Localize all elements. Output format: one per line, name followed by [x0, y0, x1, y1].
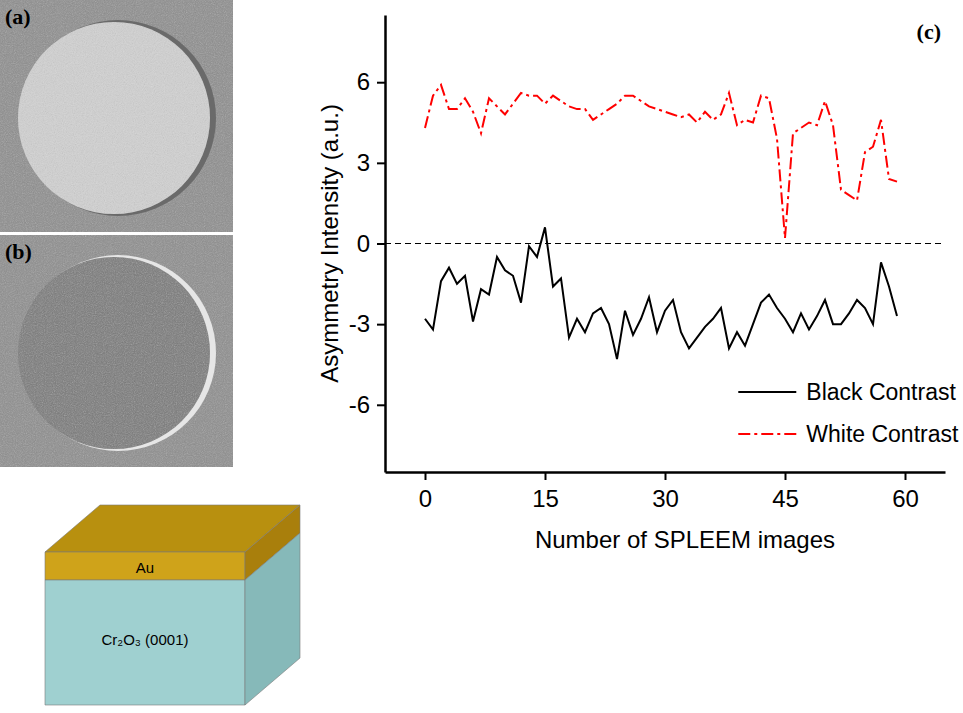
tick-mark: [377, 243, 385, 245]
tick: 3: [357, 149, 385, 176]
x-axis-title: Number of SPLEEM images: [535, 526, 835, 553]
chart: 0 15 30 45 60 -6 -3 0 3 6 Number of SPLEEM images A…: [316, 16, 959, 554]
tick-label: 45: [772, 485, 799, 512]
tick-mark: [377, 324, 385, 326]
substrate-front: [45, 580, 245, 705]
tick-label: 60: [892, 485, 919, 512]
series-line: [425, 85, 897, 238]
x-axis: 0 15 30 45 60: [386, 472, 946, 512]
tick-label: 15: [532, 485, 559, 512]
y-axis: -6 -3 0 3 6: [349, 16, 386, 473]
series-line: [425, 227, 897, 359]
image-panel: (b): [0, 235, 233, 467]
legend-swatch: [738, 433, 796, 435]
tick: 0: [357, 230, 385, 257]
legend-label: Black Contrast: [806, 379, 956, 405]
tick-label: 3: [357, 149, 370, 176]
tick-mark: [377, 162, 385, 164]
tick: 6: [357, 68, 385, 95]
reference-line: [385, 243, 945, 244]
tick-mark: [377, 404, 385, 406]
plot-area: [385, 85, 945, 359]
tick-mark: [785, 472, 787, 480]
image-disk: [18, 22, 210, 214]
tick: 30: [652, 472, 679, 512]
tick-label: 6: [357, 68, 370, 95]
image-panel: (a): [0, 0, 233, 232]
tick: -6: [349, 391, 385, 418]
legend-swatch: [738, 391, 796, 393]
panel-label: (a): [5, 4, 31, 29]
image-disk: [18, 257, 210, 449]
tick-label: 0: [357, 230, 370, 257]
legend: Black Contrast White Contrast: [738, 379, 959, 447]
figure: (a) (b) Au Cr₂O₃ (0001) 0 15 30 45 60 -6 -3 0 3 6 Numb…: [0, 0, 963, 713]
tick-label: 30: [652, 485, 679, 512]
panel-label: (b): [5, 239, 32, 264]
tick-label: -3: [349, 310, 370, 337]
tick-label: 0: [419, 485, 432, 512]
tick: 60: [892, 472, 919, 512]
substrate-side: [245, 533, 300, 705]
tick-mark: [665, 472, 667, 480]
tick: 0: [419, 472, 432, 512]
au-front: [45, 552, 245, 580]
tick: 15: [532, 472, 559, 512]
tick-mark: [377, 82, 385, 84]
tick-mark: [905, 472, 907, 480]
panel-label: (c): [917, 19, 941, 44]
image-background: [0, 0, 233, 232]
image-background: [0, 235, 233, 467]
legend-label: White Contrast: [806, 421, 959, 447]
layer-diagram: Au Cr₂O₃ (0001): [45, 505, 300, 705]
tick-mark: [425, 472, 427, 480]
tick: -3: [349, 310, 385, 337]
layer-label: Cr₂O₃ (0001): [102, 631, 189, 648]
tick-mark: [545, 472, 547, 480]
layer-label: Au: [136, 559, 154, 576]
y-axis-title: Asymmetry Intensity (a.u.): [316, 104, 343, 383]
tick-label: -6: [349, 391, 370, 418]
tick: 45: [772, 472, 799, 512]
